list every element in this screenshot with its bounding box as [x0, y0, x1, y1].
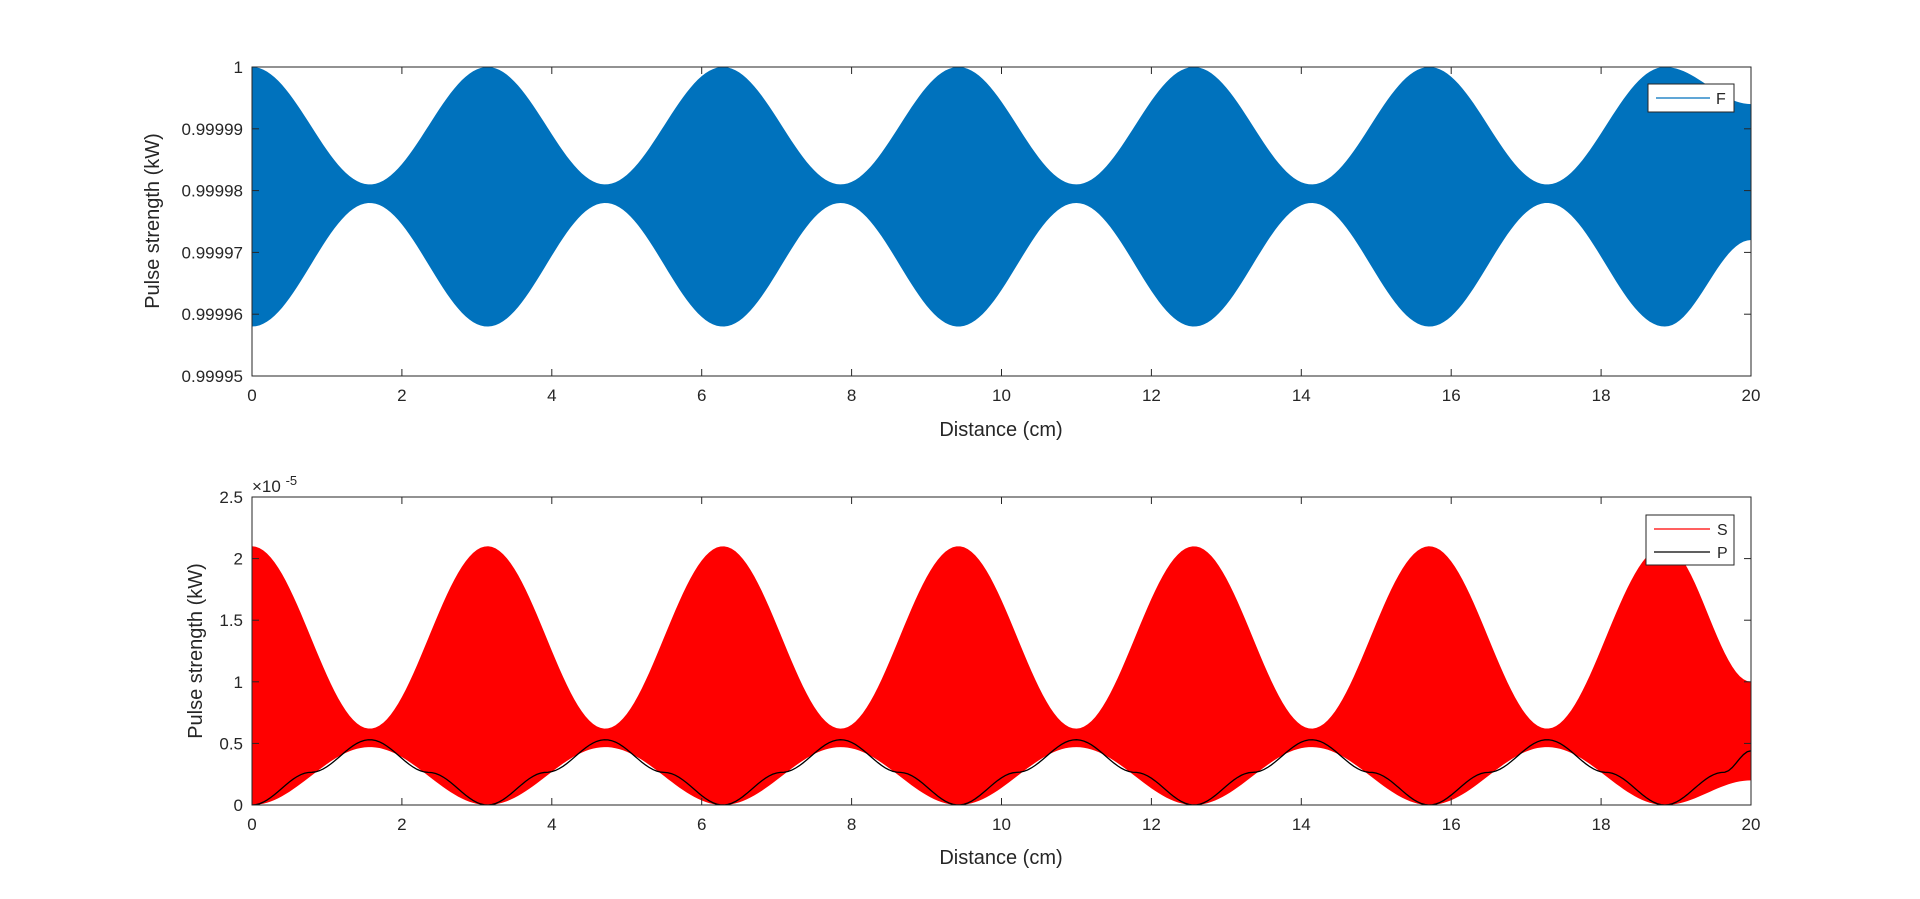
- bottom-y-exponent: ×10 -5: [252, 473, 297, 496]
- x-tick-label: 20: [1742, 815, 1761, 834]
- top-y-axis-title: Pulse strength (kW): [142, 133, 164, 309]
- y-tick-label: 0.99999: [182, 120, 243, 139]
- x-tick-label: 16: [1442, 386, 1461, 405]
- x-tick-label: 12: [1142, 386, 1161, 405]
- x-tick-label: 20: [1742, 386, 1761, 405]
- bottom-y-axis-title: Pulse strength (kW): [185, 563, 207, 739]
- bottom-x-axis-title: Distance (cm): [939, 847, 1062, 869]
- x-tick-label: 14: [1292, 386, 1311, 405]
- x-tick-label: 14: [1292, 815, 1311, 834]
- x-tick-label: 8: [847, 386, 856, 405]
- x-tick-label: 0: [247, 386, 256, 405]
- x-tick-label: 2: [397, 815, 406, 834]
- x-tick-label: 10: [992, 386, 1011, 405]
- y-tick-label: 1: [234, 673, 243, 692]
- bottom-plot-area: [252, 546, 1751, 805]
- x-tick-label: 16: [1442, 815, 1461, 834]
- y-tick-label: 0.5: [219, 734, 243, 753]
- x-tick-label: 6: [697, 815, 706, 834]
- exponent-power: -5: [286, 473, 298, 488]
- y-tick-label: 0.99996: [182, 305, 243, 324]
- y-tick-label: 0.99995: [182, 367, 243, 386]
- bottom-axes-ticks: 0 2 4 6 8 10 12 14 16 18 20 0 0.5 1 1.5 2 2.5: [219, 488, 1760, 834]
- legend-label-s: S: [1717, 522, 1728, 539]
- series-f-band: [252, 67, 1751, 327]
- legend-label-p: P: [1717, 545, 1728, 562]
- bottom-legend: S P: [1645, 514, 1735, 566]
- x-tick-label: 18: [1592, 386, 1611, 405]
- x-tick-label: 8: [847, 815, 856, 834]
- x-tick-label: 6: [697, 386, 706, 405]
- y-tick-label: 0.99997: [182, 243, 243, 262]
- exponent-base: ×10: [252, 477, 281, 496]
- x-tick-label: 18: [1592, 815, 1611, 834]
- y-tick-label: 2: [234, 550, 243, 569]
- series-p-line: [252, 739, 1751, 805]
- y-tick-label: 1: [234, 58, 243, 77]
- x-tick-label: 12: [1142, 815, 1161, 834]
- x-tick-label: 2: [397, 386, 406, 405]
- y-tick-label: 0: [234, 796, 243, 815]
- series-s-band: [252, 546, 1751, 805]
- x-tick-label: 10: [992, 815, 1011, 834]
- top-axes-ticks: 0 2 4 6 8 10 12 14 16 18 20 0.99995 0.99996 0.99997 0.…: [182, 58, 1761, 405]
- y-tick-label: 2.5: [219, 488, 243, 507]
- legend-label-f: F: [1716, 91, 1726, 108]
- top-subplot: 0 2 4 6 8 10 12 14 16 18 20 0.99995 0.99996 0.99997 0.…: [142, 58, 1760, 441]
- y-tick-label: 1.5: [219, 611, 243, 630]
- top-legend: F: [1647, 83, 1735, 113]
- y-tick-label: 0.99998: [182, 182, 243, 201]
- x-tick-label: 4: [547, 815, 556, 834]
- x-tick-label: 0: [247, 815, 256, 834]
- top-x-axis-title: Distance (cm): [939, 419, 1062, 441]
- top-plot-area: [252, 67, 1751, 327]
- x-tick-label: 4: [547, 386, 556, 405]
- bottom-subplot: 0 2 4 6 8 10 12 14 16 18 20 0 0.5 1 1.5 2 2.5 ×10 -5 Dis…: [185, 473, 1760, 869]
- bottom-legend-box: [1645, 514, 1735, 566]
